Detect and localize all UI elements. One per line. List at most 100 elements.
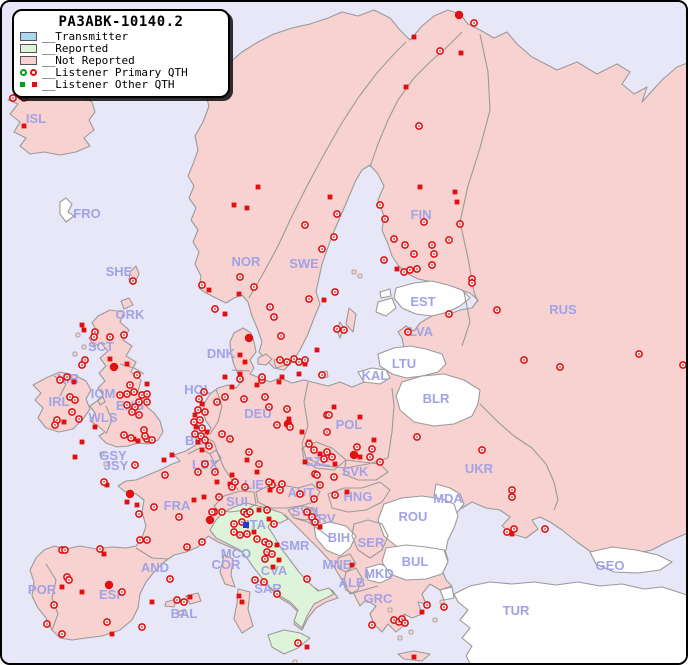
islet [432, 617, 438, 623]
primary-qth-marker [390, 235, 398, 243]
primary-qth-marker [276, 356, 284, 364]
country-border [349, 585, 379, 595]
primary-qth-marker [175, 513, 183, 521]
country-ork [120, 297, 134, 310]
other-qth-marker [229, 472, 235, 478]
primary-qth-dot [59, 379, 61, 381]
other-qth-marker [302, 361, 308, 367]
legend-item-label: __Reported [42, 42, 109, 55]
primary-qth-dot [94, 331, 96, 333]
primary-qth-dot [459, 223, 461, 225]
other-qth-marker [267, 487, 273, 493]
other-qth-marker [169, 452, 175, 458]
primary-qth-dot [268, 481, 270, 483]
primary-qth-dot [204, 463, 206, 465]
primary-qth-marker [201, 460, 209, 468]
country-label-mco: MCO [221, 546, 251, 561]
primary-qth-marker [255, 460, 263, 468]
primary-qth-dot [393, 238, 395, 240]
other-qth-marker [79, 439, 85, 445]
primary-qth-marker [415, 122, 423, 130]
other-qth-marker [237, 371, 243, 377]
primary-qth-marker [65, 576, 73, 584]
primary-qth-marker [303, 575, 311, 583]
legend-item-label: __Transmitter [42, 30, 129, 43]
other-qth-marker [317, 524, 323, 530]
primary-qth-dot [544, 528, 546, 530]
primary-qth-marker [211, 468, 219, 476]
primary-qth-marker [201, 436, 209, 444]
primary-qth-marker [266, 303, 274, 311]
primary-qth-marker [198, 281, 206, 289]
primary-qth-dot [151, 439, 153, 441]
primary-qth-dot [197, 471, 199, 473]
primary-qth-marker [508, 486, 516, 494]
primary-qth-dot [343, 329, 345, 331]
other-qth-marker [286, 416, 292, 422]
primary-qth-marker [236, 375, 244, 383]
country-label-ork: ORK [116, 307, 146, 322]
country-label-kal: KAL [362, 368, 389, 383]
primary-qth-marker [230, 528, 238, 536]
primary-qth-dot [254, 579, 256, 581]
other-qth-marker [71, 379, 77, 385]
primary-qth-dot [208, 445, 210, 447]
primary-qth-dot [279, 359, 281, 361]
primary-qth-marker [218, 430, 226, 438]
primary-qth-marker [240, 395, 248, 403]
primary-qth-dot [176, 599, 178, 601]
primary-qth-dot [506, 531, 508, 533]
primary-qth-marker [231, 478, 239, 486]
country-label-mne: MNE [323, 557, 352, 572]
primary-qth-dot [131, 411, 133, 413]
other-qth-marker [454, 199, 460, 205]
primary-qth-dot [333, 476, 335, 478]
country-iom [97, 396, 106, 406]
primary-qth-dot [306, 578, 308, 580]
primary-qth-marker [331, 491, 339, 499]
country-border [397, 31, 463, 101]
primary-qth-marker [265, 478, 273, 486]
other-qth-marker [256, 507, 262, 513]
primary-qth-dot [511, 496, 513, 498]
primary-qth-dot [299, 493, 301, 495]
primary-qth-marker [541, 525, 549, 533]
green-ring-icon [20, 69, 27, 76]
transmitter-swatch [20, 32, 37, 41]
country-label-ser: SER [358, 535, 385, 550]
primary-qth-dot [276, 593, 278, 595]
country-label-ita: ITA [246, 517, 267, 532]
primary-qth-marker [283, 358, 291, 366]
country-label-ukr: UKR [465, 461, 494, 476]
primary-qth-dot [481, 449, 483, 451]
primary-qth-dot [418, 125, 420, 127]
country-border [293, 517, 331, 539]
primary-qth-marker [311, 518, 319, 526]
other-qth-marker [109, 631, 115, 637]
primary-qth-marker [296, 490, 304, 498]
other-qth-marker [149, 599, 155, 605]
primary-qth-dot [304, 224, 306, 226]
country-border [45, 563, 59, 631]
primary-qth-dot [224, 396, 226, 398]
primary-qth-dot [199, 419, 201, 421]
primary-qth-dot [384, 218, 386, 220]
primary-qth-dot [433, 253, 435, 255]
other-qth-marker [199, 401, 205, 407]
primary-qth-dot [12, 97, 14, 99]
primary-qth-marker [61, 546, 69, 554]
primary-qth-dot [121, 591, 123, 593]
primary-qth-marker [116, 391, 124, 399]
other-qth-marker [124, 499, 130, 505]
primary-qth-marker [106, 333, 114, 341]
country-mkd [365, 563, 392, 584]
primary-qth-marker [423, 601, 431, 609]
primary-qth-dot [326, 451, 328, 453]
primary-qth-dot [239, 378, 241, 380]
country-label-isl: ISL [26, 111, 46, 126]
primary-qth-marker [131, 461, 139, 469]
primary-qth-dot [46, 623, 48, 625]
primary-qth-marker [313, 471, 321, 479]
primary-qth-dot [281, 483, 283, 485]
